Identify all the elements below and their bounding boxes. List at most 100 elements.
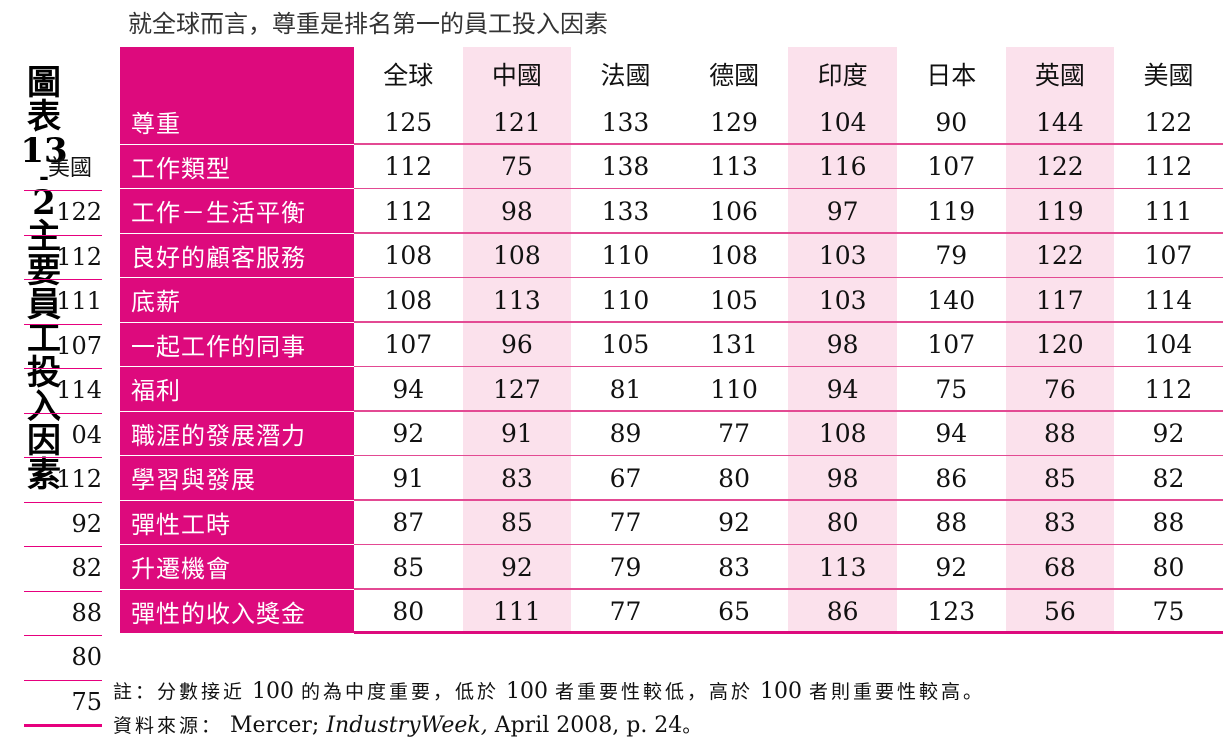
figure-label-char: 表 bbox=[27, 97, 61, 137]
table-cell: 80 bbox=[718, 463, 750, 493]
left-strip-cell: 04 bbox=[71, 420, 102, 449]
column-header: 德國 bbox=[709, 60, 760, 90]
table-cell: 122 bbox=[1005, 144, 1115, 189]
row-label: 學習與發展 bbox=[120, 456, 354, 501]
left-strip-rule bbox=[24, 368, 102, 369]
table-row: 職涯的發展潛力 92 91 89 77 108 94 88 92 bbox=[120, 411, 1223, 456]
table-cell: 86 bbox=[788, 589, 897, 634]
table-cell: 105 bbox=[601, 330, 650, 360]
left-strip-rule bbox=[24, 323, 102, 325]
table-cell: 91 bbox=[392, 463, 425, 493]
column-header: 印度 bbox=[788, 47, 897, 100]
table-cell: 92 bbox=[1152, 419, 1185, 449]
left-strip-rule bbox=[24, 457, 102, 458]
left-strip-rule bbox=[24, 190, 102, 191]
table-cell: 92 bbox=[935, 552, 968, 582]
table-row: 彈性工時 87 85 77 92 80 88 83 88 bbox=[120, 500, 1223, 545]
table-cell: 85 bbox=[1005, 456, 1115, 501]
row-label: 彈性的收入獎金 bbox=[120, 589, 354, 634]
table-row: 福利 94 127 81 110 94 75 76 112 bbox=[120, 367, 1223, 412]
table-cell: 98 bbox=[788, 322, 897, 367]
table-cell: 110 bbox=[601, 285, 650, 315]
left-strip-cell: 80 bbox=[71, 643, 102, 671]
table-cell: 107 bbox=[1144, 241, 1193, 271]
left-strip-cell: 88 bbox=[71, 598, 102, 627]
note-prefix: 註：分數接近 bbox=[113, 681, 246, 703]
figure-label-char: 投 bbox=[27, 353, 61, 393]
table-cell: 92 bbox=[462, 545, 572, 590]
table-cell: 108 bbox=[384, 241, 433, 271]
left-strip-cell: 112 bbox=[56, 465, 102, 493]
note-text: 者重要性較低，高於 bbox=[555, 681, 754, 703]
table-cell: 112 bbox=[384, 196, 433, 226]
table-cell: 98 bbox=[788, 456, 897, 501]
table-cell: 113 bbox=[788, 545, 897, 590]
table-cell: 108 bbox=[710, 241, 758, 271]
table-row: 一起工作的同事 107 96 105 131 98 107 120 104 bbox=[120, 322, 1223, 367]
figure-label-char: 入 bbox=[27, 387, 61, 427]
table-cell: 75 bbox=[462, 144, 572, 189]
left-strip-rule bbox=[24, 546, 102, 547]
row-label: 彈性工時 bbox=[120, 500, 354, 545]
table-cell: 116 bbox=[788, 144, 897, 189]
table-cell: 77 bbox=[609, 597, 642, 627]
table-cell: 123 bbox=[927, 597, 976, 627]
table-cell: 79 bbox=[935, 241, 968, 271]
left-strip-rule bbox=[24, 724, 102, 727]
table-row: 工作－生活平衡 112 98 133 106 97 119 119 111 bbox=[120, 189, 1223, 234]
row-label: 工作－生活平衡 bbox=[120, 189, 354, 234]
table-cell: 83 bbox=[462, 456, 572, 501]
table-cell: 111 bbox=[462, 589, 572, 634]
left-strip-cell: 111 bbox=[56, 287, 102, 315]
table-cell: 103 bbox=[788, 278, 897, 323]
table-cell: 127 bbox=[462, 367, 572, 412]
note-number: 100 bbox=[252, 679, 295, 704]
table-cell: 110 bbox=[601, 241, 650, 271]
table-cell: 80 bbox=[1152, 552, 1185, 582]
table-cell: 144 bbox=[1005, 100, 1115, 145]
row-label: 工作類型 bbox=[120, 144, 354, 189]
left-strip-rule bbox=[24, 279, 102, 280]
table-cell: 112 bbox=[1144, 152, 1193, 182]
left-strip-cell: 75 bbox=[71, 687, 102, 716]
table-cell: 119 bbox=[927, 196, 976, 226]
row-label: 升遷機會 bbox=[120, 545, 354, 590]
table-cell: 119 bbox=[1005, 189, 1115, 234]
table-cell: 86 bbox=[935, 463, 968, 493]
column-header: 日本 bbox=[926, 60, 977, 90]
row-label: 一起工作的同事 bbox=[120, 322, 354, 367]
left-strip-cell: 122 bbox=[56, 198, 102, 226]
engagement-table: 全球 中國 法國 德國 印度 日本 英國 美國 尊重 125 121 133 129 104 90 144 1… bbox=[120, 47, 1223, 634]
source-prefix: 資料來源： bbox=[113, 715, 224, 737]
table-cell: 77 bbox=[609, 508, 642, 538]
table-row: 彈性的收入獎金 80 111 77 65 86 123 56 75 bbox=[120, 589, 1223, 634]
notes: 註：分數接近 100 的為中度重要，低於 100 者重要性較低，高於 100 者… bbox=[113, 675, 985, 743]
row-label: 良好的顧客服務 bbox=[120, 233, 354, 278]
table-cell: 112 bbox=[384, 152, 433, 182]
table-cell: 83 bbox=[718, 552, 750, 582]
column-header: 法國 bbox=[600, 60, 651, 90]
table-cell: 94 bbox=[788, 367, 897, 412]
row-label: 福利 bbox=[120, 367, 354, 412]
table-cell: 94 bbox=[935, 419, 968, 449]
left-strip-rule bbox=[24, 412, 102, 414]
table-cell: 122 bbox=[1005, 233, 1115, 278]
left-strip-rule bbox=[24, 635, 102, 636]
left-strip-cell: 107 bbox=[56, 331, 102, 360]
table-cell: 77 bbox=[718, 419, 750, 449]
table-cell: 88 bbox=[935, 508, 968, 538]
source-line: 資料來源： Mercer; IndustryWeek, April 2008, … bbox=[113, 709, 985, 743]
figure-label-char: 主 bbox=[27, 217, 61, 257]
figure-label-char: 要 bbox=[27, 251, 61, 291]
table-row: 學習與發展 91 83 67 80 98 86 85 82 bbox=[120, 456, 1223, 501]
table-cell: 79 bbox=[609, 552, 642, 582]
source-name: Mercer; bbox=[230, 713, 327, 738]
note-text: 者則重要性較高。 bbox=[809, 681, 986, 703]
figure-label-char: 13 bbox=[20, 131, 68, 171]
table-cell: 107 bbox=[927, 330, 976, 360]
table-cell: 113 bbox=[710, 152, 758, 182]
figure-label-char: 2 bbox=[32, 183, 56, 223]
table-cell: 117 bbox=[1005, 278, 1115, 323]
table-cell: 65 bbox=[718, 597, 750, 627]
column-header: 全球 bbox=[383, 60, 434, 90]
